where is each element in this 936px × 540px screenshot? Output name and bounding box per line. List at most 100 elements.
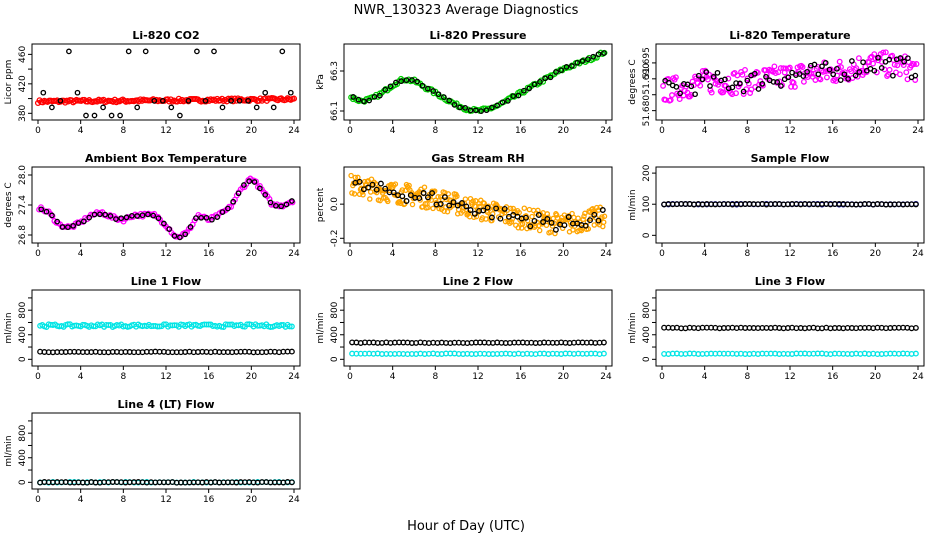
data-point <box>574 59 581 66</box>
data-point <box>214 214 221 220</box>
data-point <box>740 91 747 97</box>
data-point <box>754 69 761 76</box>
data-point <box>57 97 64 104</box>
x-tick-label: 12 <box>160 372 171 382</box>
data-point <box>390 189 397 196</box>
data-point <box>377 92 383 99</box>
data-point <box>430 205 436 212</box>
chart-panel: Line 4 (LT) Flow ml/min 0 4 8 12 16 20 24 0 400 800 <box>4 398 301 505</box>
data-point <box>366 97 373 104</box>
x-tick-label: 8 <box>432 126 438 136</box>
data-point <box>497 215 504 222</box>
x-tick-label: 24 <box>600 372 612 382</box>
data-point <box>463 203 470 210</box>
figure-xlabel: Hour of Day (UTC) <box>407 519 525 534</box>
data-point <box>351 191 358 197</box>
data-point <box>531 217 538 224</box>
data-points <box>661 200 919 208</box>
y-tick-label: 800 <box>18 301 28 318</box>
data-point <box>49 212 55 219</box>
y-tick-label: 27.4 <box>18 195 28 215</box>
data-point <box>543 222 550 229</box>
y-tick-label: 66.3 <box>330 61 340 81</box>
y-tick-label: 51.680 <box>642 95 652 127</box>
y-tick-label: 200 <box>642 164 652 181</box>
data-point <box>369 181 376 188</box>
data-point <box>289 198 295 204</box>
x-tick-label: 0 <box>659 249 665 259</box>
data-point <box>270 104 277 111</box>
data-point <box>251 179 258 185</box>
data-point <box>171 233 178 239</box>
data-point <box>523 214 529 221</box>
data-point <box>470 198 476 204</box>
data-point <box>425 204 431 211</box>
data-point <box>501 205 508 212</box>
data-point <box>595 217 602 224</box>
x-tick-label: 8 <box>744 126 750 136</box>
data-point <box>107 213 114 219</box>
data-point <box>209 216 215 223</box>
data-point <box>878 65 885 71</box>
data-point <box>677 90 683 97</box>
data-point <box>211 48 217 55</box>
data-point <box>267 199 274 206</box>
data-point <box>880 49 887 56</box>
plot-frame <box>31 43 301 121</box>
data-point <box>202 97 209 104</box>
data-point <box>118 215 125 222</box>
data-point <box>462 196 469 202</box>
data-point <box>601 50 607 56</box>
data-point <box>356 178 363 185</box>
data-point <box>720 89 727 96</box>
data-point <box>489 104 495 111</box>
data-point <box>66 48 72 55</box>
data-point <box>771 63 778 70</box>
data-point <box>508 219 515 225</box>
data-point <box>817 76 824 83</box>
x-tick-label: 4 <box>78 495 84 505</box>
x-tick-label: 0 <box>347 372 353 382</box>
data-point <box>744 77 751 84</box>
data-point <box>544 216 551 222</box>
x-tick-label: 0 <box>35 495 41 505</box>
data-point <box>177 234 183 241</box>
data-points <box>34 48 298 119</box>
data-point <box>599 214 605 220</box>
x-tick-label: 20 <box>558 126 570 136</box>
data-point <box>416 195 423 202</box>
data-point <box>399 193 406 200</box>
y-tick-label: 51.695 <box>642 47 652 78</box>
data-point <box>245 97 251 104</box>
data-point <box>697 82 704 89</box>
data-point <box>688 83 695 90</box>
x-tick-label: 0 <box>35 126 41 136</box>
data-point <box>365 184 372 191</box>
data-point <box>521 205 528 211</box>
data-point <box>493 205 500 212</box>
x-tick-label: 0 <box>347 126 353 136</box>
data-point <box>791 83 798 90</box>
data-point <box>414 78 421 85</box>
x-tick-label: 8 <box>744 249 750 259</box>
data-point <box>770 79 777 85</box>
y-tick-label: 66.1 <box>330 101 340 121</box>
data-point <box>786 64 793 71</box>
data-point <box>457 104 463 111</box>
plot-frame <box>31 166 301 244</box>
chart-panel: Ambient Box Temperature degrees C 0 4 8 12 16 2… <box>4 152 301 259</box>
data-point <box>666 79 672 86</box>
data-point <box>582 222 589 229</box>
data-point <box>91 211 98 218</box>
data-point <box>49 104 55 111</box>
data-point <box>97 211 103 218</box>
data-point <box>409 201 416 208</box>
data-point <box>823 74 830 81</box>
data-point <box>489 217 495 224</box>
data-point <box>901 58 907 65</box>
data-point <box>64 321 71 328</box>
data-point <box>891 61 898 68</box>
data-point <box>193 215 199 221</box>
data-point <box>695 72 702 79</box>
data-point <box>595 51 602 58</box>
